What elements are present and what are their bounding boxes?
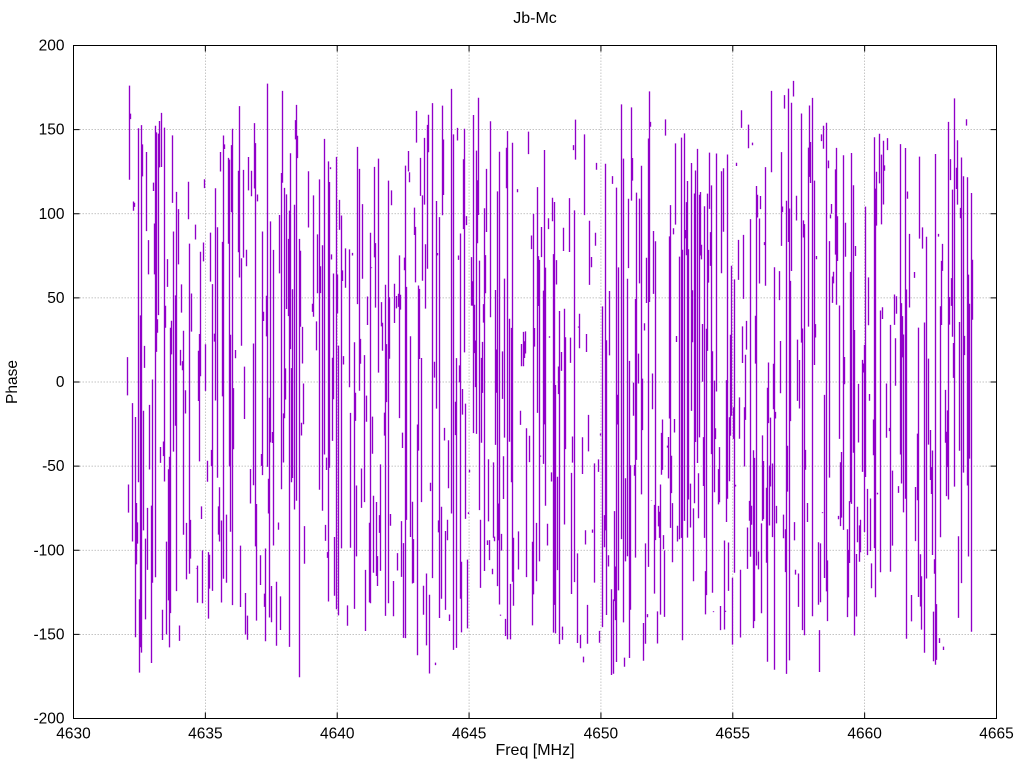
svg-text:Phase: Phase <box>4 360 21 404</box>
svg-text:-200: -200 <box>33 711 64 728</box>
svg-text:-150: -150 <box>33 626 64 643</box>
svg-text:50: 50 <box>47 290 65 307</box>
svg-text:4640: 4640 <box>320 726 355 743</box>
svg-text:0: 0 <box>56 374 65 391</box>
svg-text:4635: 4635 <box>188 726 222 743</box>
svg-text:150: 150 <box>39 122 65 139</box>
svg-text:100: 100 <box>39 206 65 223</box>
svg-text:4645: 4645 <box>452 726 486 743</box>
svg-text:Jb-Mc: Jb-Mc <box>513 10 557 27</box>
svg-text:4660: 4660 <box>847 726 882 743</box>
svg-text:4665: 4665 <box>979 726 1013 743</box>
svg-text:4655: 4655 <box>716 726 750 743</box>
svg-text:Freq [MHz]: Freq [MHz] <box>495 742 574 759</box>
svg-text:-50: -50 <box>42 458 65 475</box>
svg-text:4630: 4630 <box>56 726 91 743</box>
svg-text:200: 200 <box>39 38 65 55</box>
svg-text:-100: -100 <box>33 542 64 559</box>
svg-text:4650: 4650 <box>584 726 619 743</box>
